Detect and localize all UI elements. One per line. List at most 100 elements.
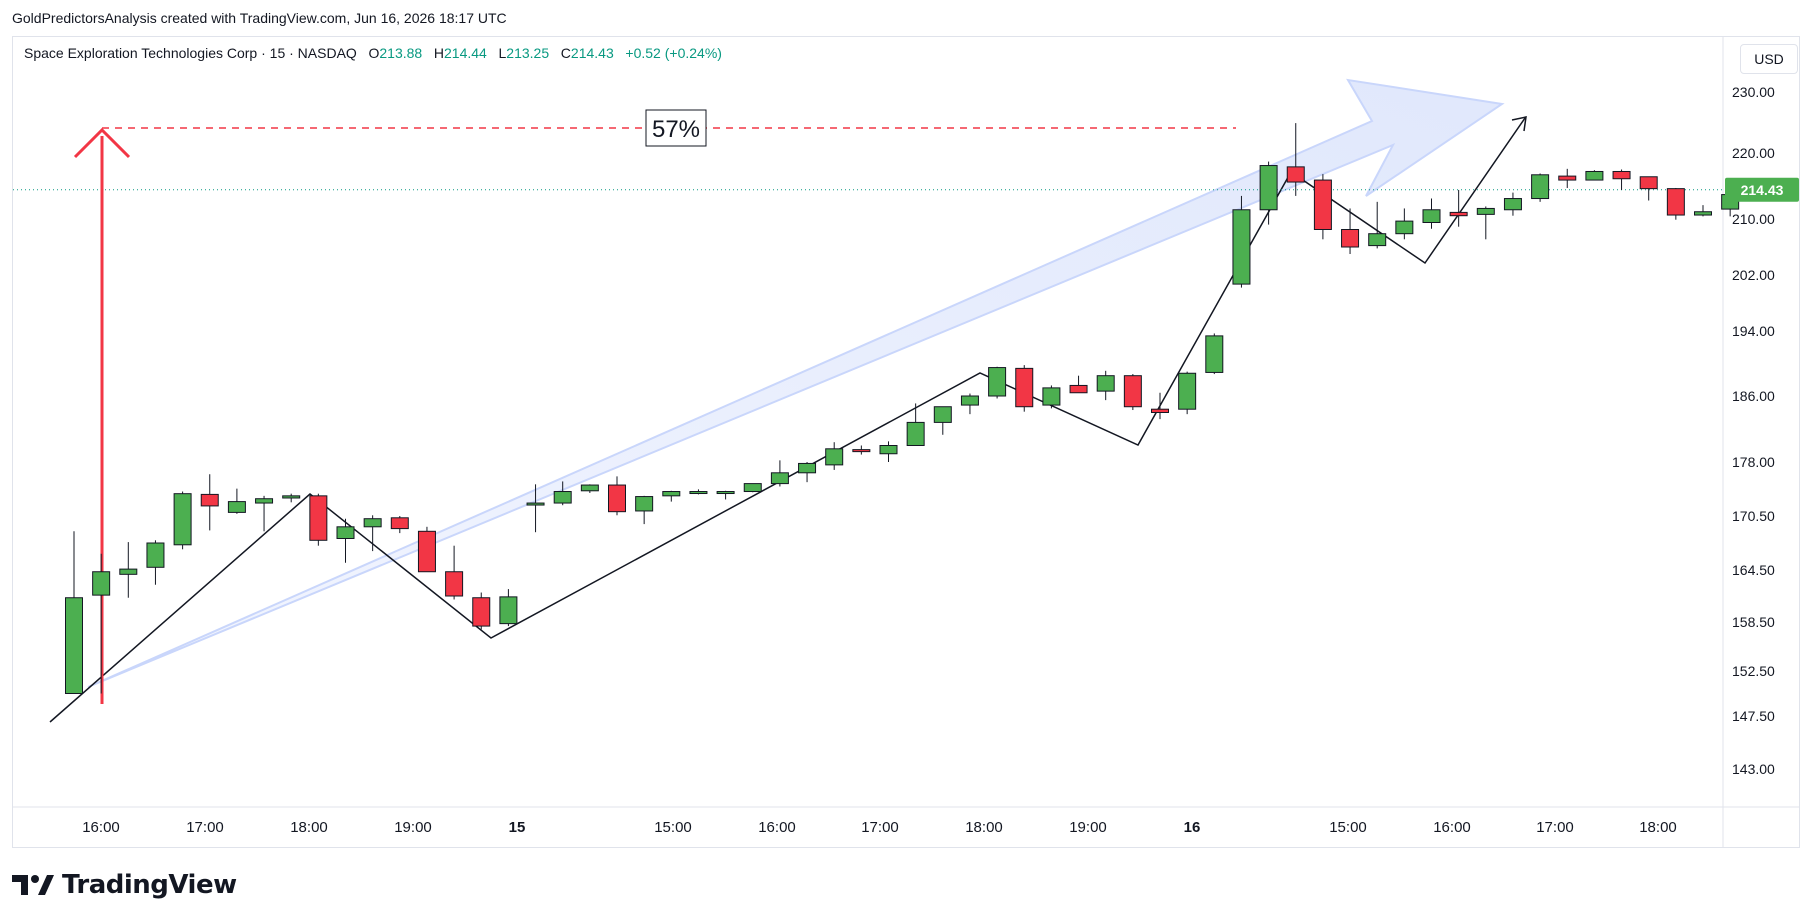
time-tick-label: 16:00 bbox=[82, 819, 120, 836]
candle-body-up bbox=[1476, 207, 1495, 215]
candle[interactable] bbox=[608, 476, 626, 516]
candle[interactable] bbox=[1123, 374, 1142, 411]
candle[interactable] bbox=[1015, 365, 1034, 412]
candle-body-down bbox=[1341, 229, 1360, 248]
candle-body-down bbox=[1123, 375, 1142, 408]
candle[interactable] bbox=[282, 493, 301, 503]
price-tick-label: 152.50 bbox=[1732, 663, 1775, 679]
candle[interactable] bbox=[1422, 198, 1441, 229]
candle-body-up bbox=[336, 526, 355, 539]
candle[interactable] bbox=[1639, 176, 1658, 201]
zigzag-projection-line[interactable] bbox=[49, 117, 1526, 723]
candle[interactable] bbox=[580, 484, 599, 493]
candle-body-down bbox=[1639, 176, 1658, 190]
candle[interactable] bbox=[743, 483, 762, 493]
candle[interactable] bbox=[445, 545, 464, 600]
candle-body-up bbox=[499, 596, 518, 625]
candle[interactable] bbox=[960, 393, 979, 415]
candle[interactable] bbox=[662, 490, 681, 502]
candle[interactable] bbox=[255, 495, 274, 532]
candle[interactable] bbox=[417, 526, 436, 573]
candle[interactable] bbox=[1042, 385, 1061, 409]
candle[interactable] bbox=[1286, 123, 1305, 196]
time-tick-label: 16:00 bbox=[758, 819, 796, 836]
candles-group bbox=[65, 123, 1767, 695]
candle[interactable] bbox=[526, 484, 545, 533]
currency-selector[interactable]: USD bbox=[1740, 44, 1798, 74]
candle[interactable] bbox=[1694, 205, 1712, 217]
open-value: 213.88 bbox=[379, 45, 423, 61]
candle[interactable] bbox=[1666, 187, 1685, 220]
time-tick-label: 15:00 bbox=[654, 819, 692, 836]
candle[interactable] bbox=[1096, 370, 1115, 401]
candle[interactable] bbox=[988, 366, 1007, 399]
candle[interactable] bbox=[1531, 173, 1550, 202]
candle-body-down bbox=[390, 517, 409, 530]
time-tick-label: 15:00 bbox=[1329, 819, 1367, 836]
candle[interactable] bbox=[499, 589, 518, 627]
candle[interactable] bbox=[1395, 208, 1414, 240]
candle-body-down bbox=[1449, 211, 1468, 217]
candle[interactable] bbox=[200, 474, 219, 531]
candle[interactable] bbox=[336, 518, 355, 563]
candle[interactable] bbox=[906, 403, 925, 446]
candle[interactable] bbox=[65, 531, 83, 695]
candle-body-up bbox=[689, 491, 708, 495]
candle[interactable] bbox=[798, 462, 817, 483]
candle-body-down bbox=[200, 493, 219, 507]
candle[interactable] bbox=[716, 490, 735, 500]
last-price-badge bbox=[1725, 177, 1799, 202]
candle[interactable] bbox=[1313, 174, 1332, 240]
candle[interactable] bbox=[1612, 169, 1631, 190]
candle[interactable] bbox=[1558, 168, 1577, 188]
tradingview-logo[interactable]: TradingView bbox=[12, 870, 237, 900]
candle[interactable] bbox=[1585, 170, 1604, 181]
candle[interactable] bbox=[1232, 195, 1251, 288]
candle[interactable] bbox=[173, 491, 192, 550]
candle-body-down bbox=[1069, 384, 1088, 394]
candle[interactable] bbox=[1178, 371, 1197, 415]
candle[interactable] bbox=[879, 441, 898, 462]
candle-body-up bbox=[227, 501, 246, 513]
chart-frame bbox=[12, 36, 1800, 848]
percent-label-box[interactable] bbox=[645, 109, 707, 147]
candle[interactable] bbox=[227, 488, 246, 514]
symbol-name[interactable]: Space Exploration Technologies Corp · 15… bbox=[24, 45, 357, 61]
candle-body-up bbox=[92, 571, 111, 596]
candle[interactable] bbox=[1476, 206, 1495, 240]
candle-body-up bbox=[906, 421, 925, 446]
candle[interactable] bbox=[1069, 375, 1088, 394]
candle-body-up bbox=[960, 395, 979, 406]
candle[interactable] bbox=[119, 542, 138, 598]
candle[interactable] bbox=[363, 515, 382, 552]
candle[interactable] bbox=[146, 540, 165, 585]
candle[interactable] bbox=[1259, 161, 1278, 225]
candle[interactable] bbox=[1449, 189, 1468, 227]
candle[interactable] bbox=[390, 516, 409, 534]
price-tick-label: 178.00 bbox=[1732, 454, 1775, 470]
candle[interactable] bbox=[770, 460, 789, 487]
candle[interactable] bbox=[92, 553, 111, 694]
last-price-text: 214.43 bbox=[1741, 182, 1784, 198]
candle[interactable] bbox=[472, 592, 491, 630]
candle-body-up bbox=[662, 491, 681, 497]
candle-body-down bbox=[1666, 188, 1685, 216]
candle-body-down bbox=[1286, 166, 1305, 183]
candle[interactable] bbox=[553, 481, 572, 506]
candle[interactable] bbox=[825, 442, 844, 470]
candle[interactable] bbox=[309, 493, 328, 546]
candle[interactable] bbox=[1151, 392, 1169, 420]
symbol-legend[interactable]: Space Exploration Technologies Corp · 15… bbox=[24, 45, 722, 61]
high-label: H bbox=[433, 45, 444, 61]
candle[interactable] bbox=[1368, 201, 1387, 249]
trend-arrow-shape[interactable] bbox=[87, 78, 1505, 688]
candle[interactable] bbox=[689, 489, 708, 495]
candle[interactable] bbox=[1341, 208, 1360, 254]
candle[interactable] bbox=[1205, 333, 1224, 375]
tradingview-logo-text: TradingView bbox=[62, 870, 237, 900]
candle[interactable] bbox=[635, 495, 654, 525]
candle[interactable] bbox=[1503, 192, 1522, 216]
candle[interactable] bbox=[852, 445, 871, 455]
candle[interactable] bbox=[933, 406, 952, 435]
